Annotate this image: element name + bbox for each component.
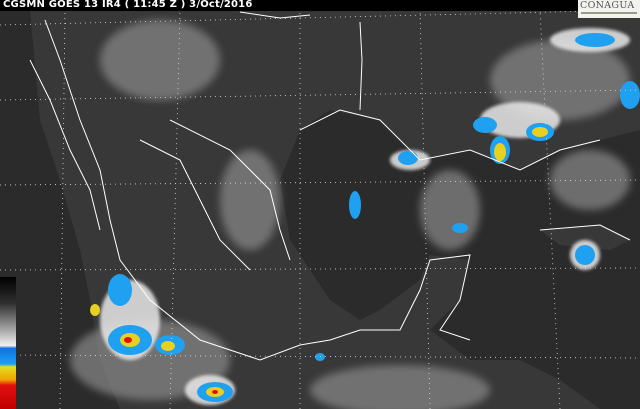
image-title: CGSMN GOES 13 IR4 ( 11:45 Z ) 3/Oct/2016	[3, 0, 253, 10]
logo-text: CONAGUA	[580, 0, 635, 11]
country-borders	[29, 11, 631, 361]
cloud-coldest-red	[124, 337, 218, 394]
lat-lon-grid	[0, 9, 640, 409]
conagua-logo: CONAGUA	[578, 0, 640, 18]
cloud-cold-blue	[108, 33, 640, 402]
logo-subtitle-line	[581, 12, 637, 14]
temperature-colorbar	[0, 277, 16, 409]
title-bar: CGSMN GOES 13 IR4 ( 11:45 Z ) 3/Oct/2016	[0, 0, 640, 11]
